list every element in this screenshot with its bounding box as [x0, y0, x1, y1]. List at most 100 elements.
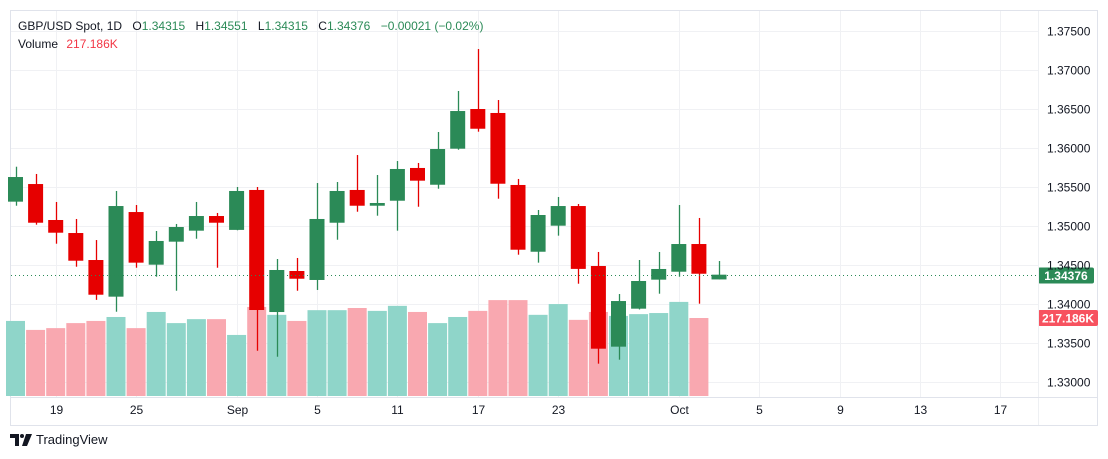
volume-bar: [247, 306, 267, 396]
volume-bar: [548, 304, 568, 396]
time-tick-label: 11: [391, 403, 404, 417]
candle-body[interactable]: [209, 216, 224, 223]
volume-bar: [689, 318, 709, 396]
tradingview-logo-icon: [10, 433, 32, 446]
volume-value: 217.186K: [66, 37, 118, 51]
candle-body[interactable]: [8, 177, 23, 202]
candle-body[interactable]: [510, 184, 526, 250]
candle-body[interactable]: [430, 149, 446, 185]
high-value: 1.34551: [204, 19, 248, 33]
volume-bar: [327, 310, 347, 396]
volume-bar: [307, 310, 327, 396]
volume-bar: [86, 320, 106, 396]
volume-bar: [568, 319, 588, 396]
brand-name: TradingView: [36, 432, 108, 447]
low-label: L: [257, 19, 265, 33]
volume-bar: [267, 314, 287, 396]
open-value: 1.34315: [141, 19, 186, 33]
candle-body[interactable]: [369, 202, 385, 206]
volume-bar: [669, 301, 689, 396]
volume-bar: [387, 305, 407, 396]
volume-bar: [468, 310, 488, 396]
time-axis[interactable]: 19 25 Sep 5 11 17 23 Oct 5 9 13 17: [11, 397, 1098, 418]
candle-body[interactable]: [48, 219, 64, 233]
volume-bar: [6, 320, 25, 396]
tradingview-logo[interactable]: TradingView: [10, 432, 108, 447]
candle-body[interactable]: [530, 215, 546, 252]
price-tick-label: 1.37500: [1047, 25, 1091, 39]
candle-body[interactable]: [28, 184, 44, 223]
time-tick-label: 17: [472, 403, 486, 417]
candle-body[interactable]: [309, 218, 325, 280]
candle-body[interactable]: [410, 167, 425, 181]
change-value: −0.00021 (−0.02%): [380, 19, 484, 33]
candle-body[interactable]: [570, 206, 586, 269]
candle-body[interactable]: [611, 301, 626, 347]
candle-body[interactable]: [148, 240, 164, 265]
candle-body[interactable]: [329, 190, 345, 223]
chart-legend: GBP/USD Spot, 1D O1.34315 H1.34551 L1.34…: [18, 17, 483, 53]
volume-bar: [649, 313, 669, 396]
overlays: 1.34376 217.186K: [11, 267, 1098, 326]
price-series: [8, 49, 727, 364]
candle-body[interactable]: [450, 111, 466, 149]
time-tick-label: 13: [914, 403, 928, 417]
volume-bar: [428, 323, 448, 396]
candle-body[interactable]: [168, 227, 184, 242]
time-tick-label: 17: [994, 403, 1008, 417]
volume-bar: [66, 323, 86, 396]
time-tick-label: Oct: [670, 403, 689, 417]
candle-body[interactable]: [389, 168, 405, 201]
volume-bar: [347, 308, 367, 396]
candle-body[interactable]: [108, 206, 124, 297]
candle-body[interactable]: [651, 268, 667, 280]
time-tick-label: 5: [756, 403, 763, 417]
last-price-label-bg: [1038, 267, 1094, 284]
candle-body[interactable]: [470, 109, 486, 129]
last-price-label: 1.34376: [1044, 269, 1088, 283]
candle-body[interactable]: [249, 189, 265, 311]
price-tick-label: 1.36000: [1047, 142, 1091, 156]
volume-bar: [126, 328, 146, 396]
price-tick-label: 1.35500: [1047, 181, 1091, 195]
candle-body[interactable]: [671, 244, 687, 272]
candle-body[interactable]: [490, 112, 506, 184]
price-tick-label: 1.37000: [1047, 64, 1091, 78]
candle-body[interactable]: [229, 190, 245, 230]
close-label: C: [318, 19, 327, 33]
price-tick-label: 1.34000: [1047, 298, 1091, 312]
candle-body[interactable]: [289, 271, 305, 279]
volume-bar: [408, 311, 427, 396]
candle-body[interactable]: [691, 244, 707, 274]
candle-body[interactable]: [631, 280, 647, 309]
last-volume-label: 217.186K: [1042, 312, 1094, 326]
time-tick-label: 25: [130, 403, 144, 417]
candle-body[interactable]: [269, 269, 285, 313]
candle-body[interactable]: [349, 189, 365, 206]
candle-body[interactable]: [590, 266, 606, 349]
last-volume-label-bg: [1038, 310, 1098, 326]
volume-bar: [448, 316, 468, 396]
candle-body[interactable]: [68, 233, 84, 261]
close-value: 1.34376: [326, 19, 371, 33]
high-label: H: [195, 19, 205, 33]
candle-body[interactable]: [711, 274, 727, 280]
candle-body[interactable]: [188, 216, 204, 231]
candle-body[interactable]: [88, 260, 104, 295]
volume-bar: [146, 311, 166, 396]
volume-bar: [287, 320, 307, 396]
price-axis[interactable]: 1.37500 1.37000 1.36500 1.36000 1.35500 1.350…: [1038, 11, 1091, 425]
low-value: 1.34315: [264, 19, 308, 33]
time-tick-label: Sep: [227, 403, 249, 417]
ohlc-row: GBP/USD Spot, 1D O1.34315 H1.34551 L1.34…: [18, 17, 483, 35]
time-tick-label: 19: [50, 403, 64, 417]
price-tick-label: 1.33000: [1047, 376, 1091, 390]
volume-bar: [26, 329, 46, 396]
candle-body[interactable]: [550, 206, 566, 226]
volume-bar: [629, 314, 649, 396]
volume-bar: [227, 334, 247, 396]
candle-body[interactable]: [128, 212, 144, 263]
symbol-title[interactable]: GBP/USD Spot, 1D: [18, 19, 123, 33]
volume-label[interactable]: Volume: [18, 37, 59, 51]
